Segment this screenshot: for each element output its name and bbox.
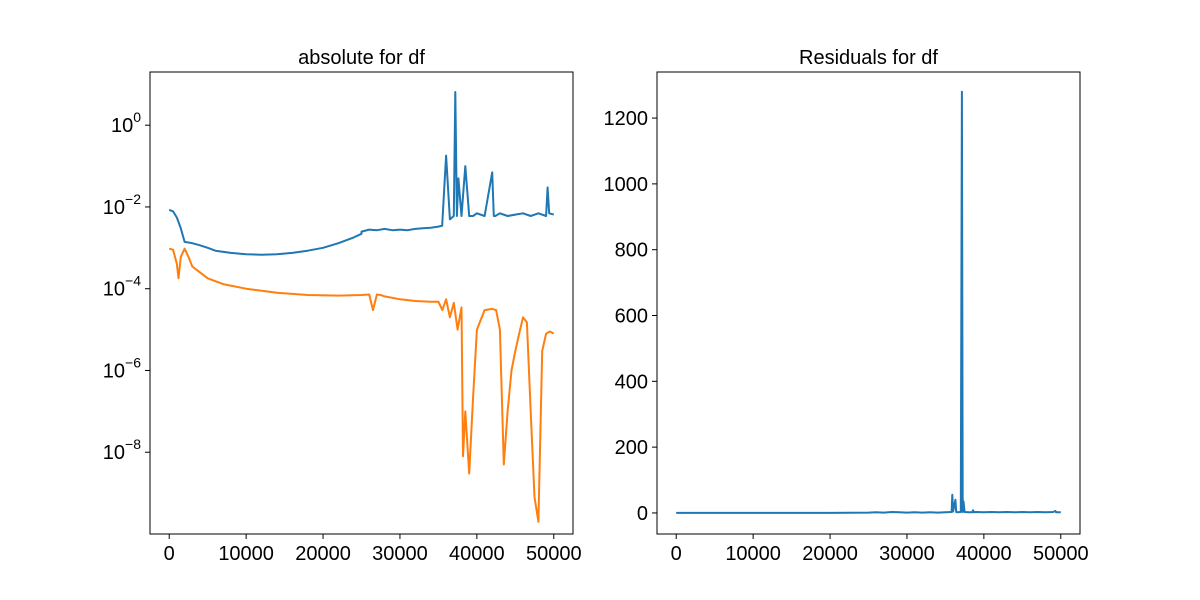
panel-absolute: absolute for df 0 10000 20000 30000 40000 5000… — [103, 47, 582, 565]
chart-1-x-tick-label: 0 — [671, 543, 682, 565]
chart-0-y-tick-label: 10−2 — [103, 191, 141, 219]
chart-0-x-tick-label: 10000 — [218, 543, 274, 565]
chart-1-y-tick-label: 0 — [637, 503, 648, 525]
chart-0-series-1-line — [168, 247, 555, 523]
chart-1-title: Residuals for df — [799, 47, 938, 69]
chart-1-axes-frame — [656, 71, 1081, 535]
chart-1-x-tick-label: 40000 — [956, 543, 1012, 565]
chart-0-y-tick-label: 10−4 — [103, 273, 141, 301]
chart-0-y-tick-label: 10−8 — [103, 436, 141, 464]
chart-1-series-0-line — [676, 90, 1061, 514]
chart-1-y-tick-label: 600 — [615, 306, 648, 328]
chart-1-x-tick-label: 50000 — [1033, 543, 1089, 565]
panel-residuals: Residuals for df0 10000 20000 30000 40000 500… — [604, 47, 1089, 565]
chart-1-y-tick-label: 1200 — [604, 108, 649, 130]
chart-0-y-tick-label: 10−6 — [103, 354, 141, 382]
chart-0-y-tick-label: 100 — [111, 109, 141, 137]
chart-1-x-tick-label: 20000 — [802, 543, 858, 565]
chart-0-x-tick-label: 40000 — [449, 543, 505, 565]
chart-1-y-tick-label: 800 — [615, 240, 648, 262]
chart-0-x-tick-label: 50000 — [526, 543, 582, 565]
chart-0-x-tick-label: 0 — [164, 543, 175, 565]
chart-1-y-tick-label: 1000 — [604, 174, 649, 196]
chart-0-x-tick-label: 30000 — [372, 543, 428, 565]
chart-1-y-tick-label: 200 — [615, 437, 648, 459]
chart-1-x-tick-label: 10000 — [725, 543, 781, 565]
chart-0-series-0-line — [168, 91, 555, 256]
chart-1-y-tick-label: 400 — [615, 371, 648, 393]
chart-1-x-tick-label: 30000 — [879, 543, 935, 565]
chart-0-x-tick-label: 20000 — [295, 543, 351, 565]
chart-0-axes-frame — [149, 71, 574, 535]
chart-0-title: absolute for df — [298, 47, 425, 69]
